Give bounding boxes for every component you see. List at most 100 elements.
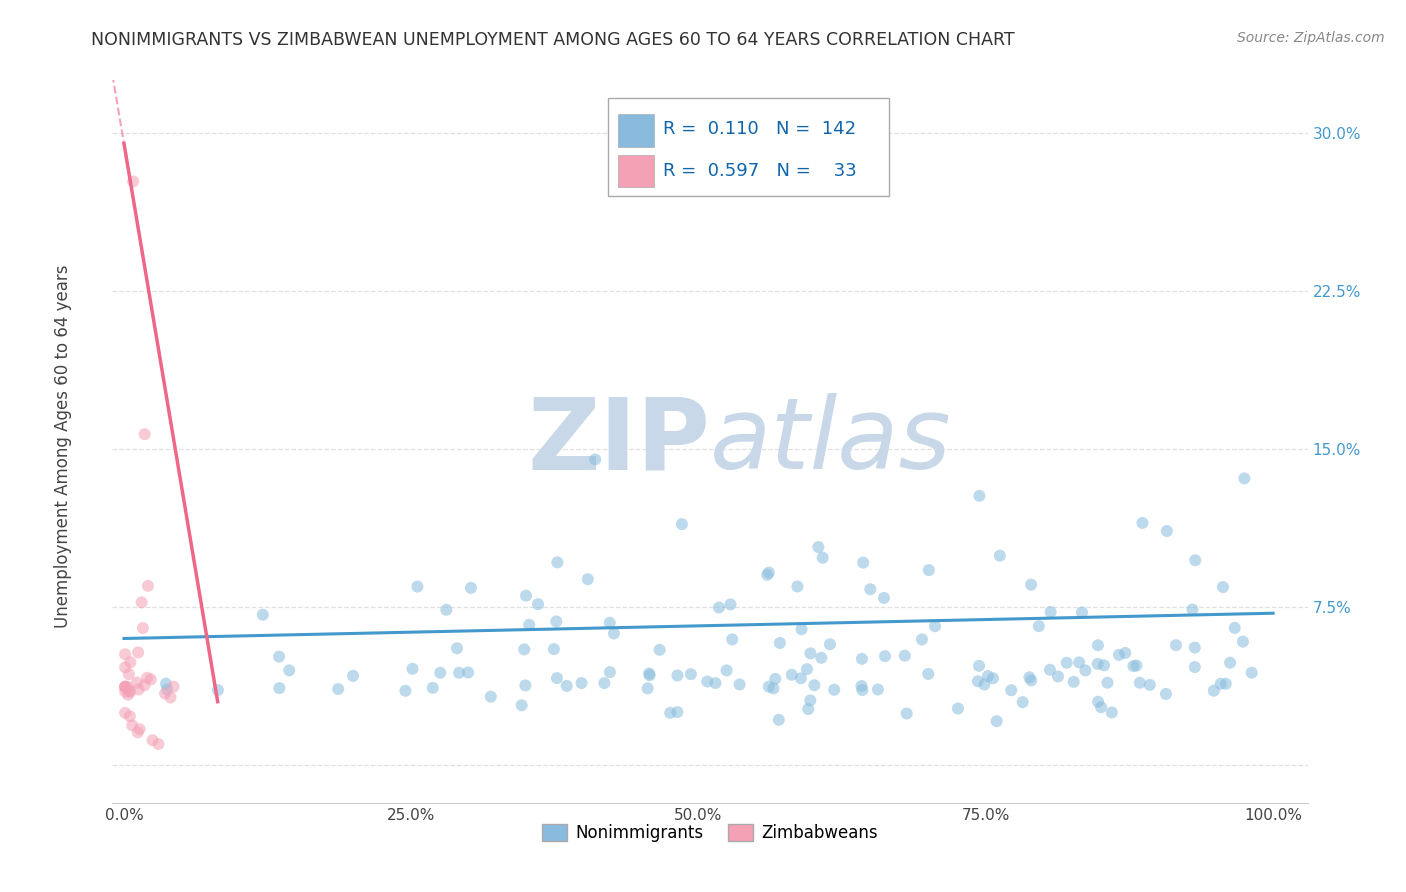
- Zimbabweans: [114, 647, 136, 661]
- Nonimmigrants: [1184, 640, 1206, 655]
- Nonimmigrants: [721, 632, 744, 647]
- Nonimmigrants: [799, 647, 821, 661]
- Nonimmigrants: [546, 555, 568, 569]
- Zimbabweans: [134, 427, 156, 442]
- Nonimmigrants: [599, 665, 621, 679]
- Nonimmigrants: [1184, 660, 1206, 674]
- Nonimmigrants: [576, 572, 599, 586]
- Nonimmigrants: [648, 642, 671, 657]
- Text: R =  0.110   N =  142: R = 0.110 N = 142: [664, 120, 856, 138]
- Text: Unemployment Among Ages 60 to 64 years: Unemployment Among Ages 60 to 64 years: [55, 264, 72, 628]
- Nonimmigrants: [1184, 553, 1206, 567]
- Text: R =  0.597   N =    33: R = 0.597 N = 33: [664, 161, 858, 179]
- Zimbabweans: [127, 725, 149, 739]
- Zimbabweans: [114, 680, 136, 694]
- Zimbabweans: [141, 733, 163, 747]
- Nonimmigrants: [1018, 670, 1040, 684]
- Nonimmigrants: [252, 607, 274, 622]
- Nonimmigrants: [1132, 516, 1154, 530]
- Zimbabweans: [121, 718, 143, 732]
- Zimbabweans: [117, 688, 139, 702]
- Nonimmigrants: [1240, 665, 1263, 680]
- Nonimmigrants: [401, 662, 423, 676]
- Nonimmigrants: [1108, 648, 1130, 662]
- Text: Source: ZipAtlas.com: Source: ZipAtlas.com: [1237, 31, 1385, 45]
- Nonimmigrants: [704, 676, 727, 690]
- Nonimmigrants: [981, 671, 1004, 685]
- Nonimmigrants: [1212, 580, 1234, 594]
- Nonimmigrants: [1019, 673, 1042, 688]
- Nonimmigrants: [1039, 663, 1062, 677]
- Nonimmigrants: [1046, 669, 1069, 683]
- Nonimmigrants: [1087, 695, 1109, 709]
- Nonimmigrants: [852, 556, 875, 570]
- Zimbabweans: [134, 678, 156, 692]
- Nonimmigrants: [758, 566, 780, 580]
- Nonimmigrants: [1219, 656, 1241, 670]
- Nonimmigrants: [1039, 605, 1062, 619]
- Nonimmigrants: [637, 681, 659, 696]
- Zimbabweans: [125, 675, 148, 690]
- Nonimmigrants: [1164, 638, 1187, 652]
- Nonimmigrants: [1209, 677, 1232, 691]
- Nonimmigrants: [406, 580, 429, 594]
- Zimbabweans: [120, 685, 142, 699]
- Nonimmigrants: [422, 681, 444, 695]
- Nonimmigrants: [1202, 683, 1225, 698]
- Nonimmigrants: [571, 676, 593, 690]
- Nonimmigrants: [1122, 659, 1144, 673]
- Nonimmigrants: [1090, 700, 1112, 714]
- Nonimmigrants: [1129, 675, 1152, 690]
- Zimbabweans: [139, 673, 162, 687]
- Nonimmigrants: [1087, 657, 1109, 671]
- Nonimmigrants: [769, 636, 792, 650]
- Nonimmigrants: [599, 615, 621, 630]
- Nonimmigrants: [1223, 621, 1246, 635]
- Nonimmigrants: [429, 665, 451, 680]
- Nonimmigrants: [818, 637, 841, 651]
- FancyBboxPatch shape: [609, 98, 889, 196]
- Legend: Nonimmigrants, Zimbabweans: Nonimmigrants, Zimbabweans: [536, 817, 884, 848]
- Nonimmigrants: [758, 680, 780, 694]
- Nonimmigrants: [1154, 687, 1177, 701]
- Nonimmigrants: [638, 668, 661, 682]
- Nonimmigrants: [479, 690, 502, 704]
- Nonimmigrants: [1028, 619, 1050, 633]
- Zimbabweans: [118, 709, 141, 723]
- Nonimmigrants: [780, 667, 803, 681]
- Nonimmigrants: [510, 698, 533, 713]
- Nonimmigrants: [1215, 677, 1237, 691]
- Zimbabweans: [159, 690, 181, 705]
- Nonimmigrants: [1233, 471, 1256, 485]
- Nonimmigrants: [1092, 658, 1115, 673]
- Nonimmigrants: [513, 642, 536, 657]
- Zimbabweans: [118, 684, 141, 698]
- Nonimmigrants: [394, 683, 416, 698]
- Nonimmigrants: [1011, 695, 1033, 709]
- FancyBboxPatch shape: [619, 114, 654, 147]
- Zimbabweans: [148, 737, 170, 751]
- Nonimmigrants: [917, 667, 939, 681]
- Nonimmigrants: [1063, 674, 1085, 689]
- Nonimmigrants: [207, 683, 229, 698]
- Nonimmigrants: [1056, 656, 1078, 670]
- Nonimmigrants: [762, 681, 785, 696]
- Nonimmigrants: [638, 666, 661, 681]
- Nonimmigrants: [659, 706, 682, 720]
- Nonimmigrants: [603, 626, 626, 640]
- Nonimmigrants: [707, 600, 730, 615]
- Nonimmigrants: [973, 677, 995, 691]
- Zimbabweans: [153, 687, 176, 701]
- Nonimmigrants: [1000, 683, 1022, 698]
- Nonimmigrants: [823, 682, 845, 697]
- Text: ZIP: ZIP: [527, 393, 710, 490]
- Nonimmigrants: [527, 597, 550, 611]
- Nonimmigrants: [790, 622, 813, 636]
- Nonimmigrants: [851, 683, 873, 698]
- Nonimmigrants: [918, 563, 941, 577]
- Nonimmigrants: [267, 649, 290, 664]
- Nonimmigrants: [555, 679, 578, 693]
- Zimbabweans: [117, 680, 139, 694]
- Nonimmigrants: [756, 567, 779, 582]
- Nonimmigrants: [278, 664, 301, 678]
